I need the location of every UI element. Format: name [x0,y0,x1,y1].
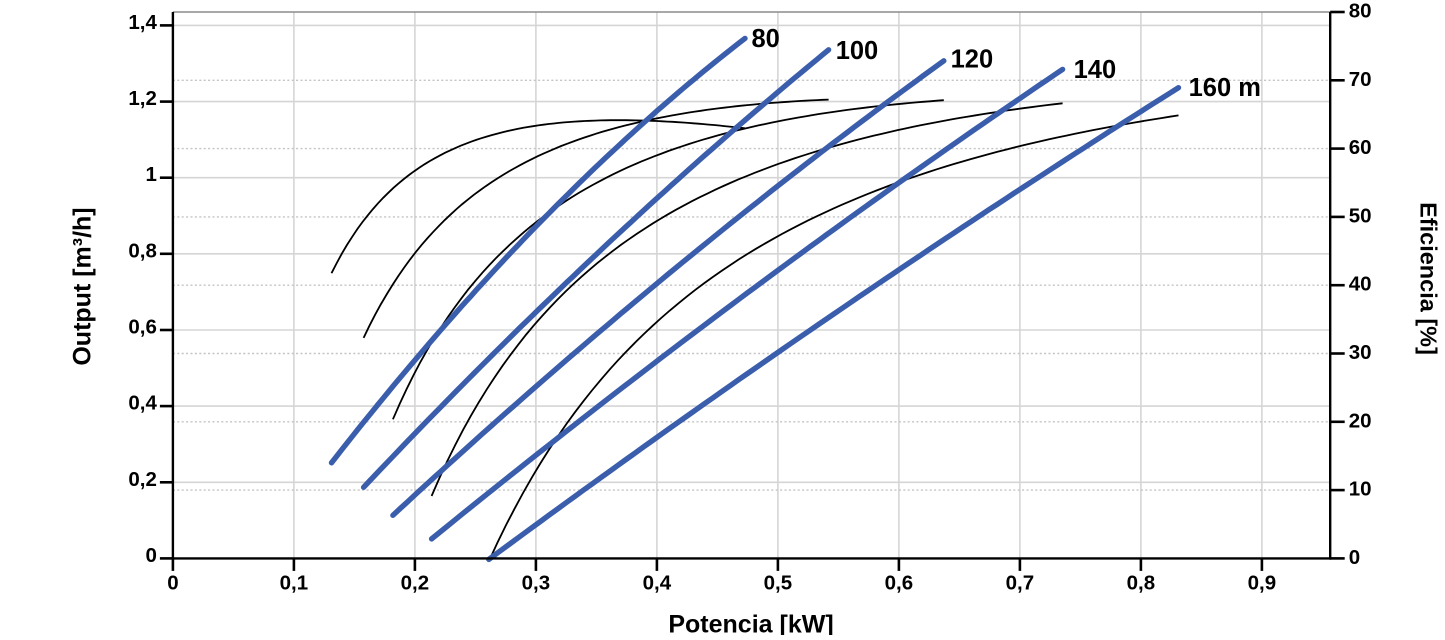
svg-text:140: 140 [1074,56,1117,84]
svg-text:70: 70 [1349,68,1372,91]
svg-text:0: 0 [167,572,178,595]
svg-text:80: 80 [1349,0,1372,23]
svg-text:1,2: 1,2 [128,87,157,110]
svg-text:10: 10 [1349,478,1372,501]
svg-text:100: 100 [836,37,879,65]
svg-text:30: 30 [1349,341,1372,364]
svg-text:160 m: 160 m [1189,74,1261,102]
svg-text:60: 60 [1349,136,1372,159]
svg-text:0,8: 0,8 [1127,572,1156,595]
svg-text:0: 0 [145,544,156,567]
svg-text:120: 120 [951,45,994,73]
svg-text:0,3: 0,3 [522,572,551,595]
svg-text:0,5: 0,5 [764,572,793,595]
svg-text:1,4: 1,4 [128,11,157,34]
svg-text:Eficiencia [%]: Eficiencia [%] [1416,202,1442,355]
svg-text:0: 0 [1349,546,1360,569]
svg-text:0,2: 0,2 [401,572,430,595]
svg-text:0,8: 0,8 [128,239,157,262]
svg-text:0,4: 0,4 [643,572,672,595]
svg-text:80: 80 [752,25,780,53]
svg-text:0,6: 0,6 [885,572,914,595]
svg-text:0,1: 0,1 [280,572,309,595]
svg-text:40: 40 [1349,273,1372,296]
svg-text:Potencia [kW]: Potencia [kW] [668,611,833,636]
svg-text:0,4: 0,4 [128,392,157,415]
svg-text:0,6: 0,6 [128,316,157,339]
svg-text:0,2: 0,2 [128,468,157,491]
svg-text:20: 20 [1349,409,1372,432]
svg-text:1: 1 [145,163,156,186]
svg-text:50: 50 [1349,204,1372,227]
svg-text:Output [m³/h]: Output [m³/h] [69,207,97,365]
svg-text:0,7: 0,7 [1006,572,1035,595]
svg-text:0,9: 0,9 [1248,572,1277,595]
